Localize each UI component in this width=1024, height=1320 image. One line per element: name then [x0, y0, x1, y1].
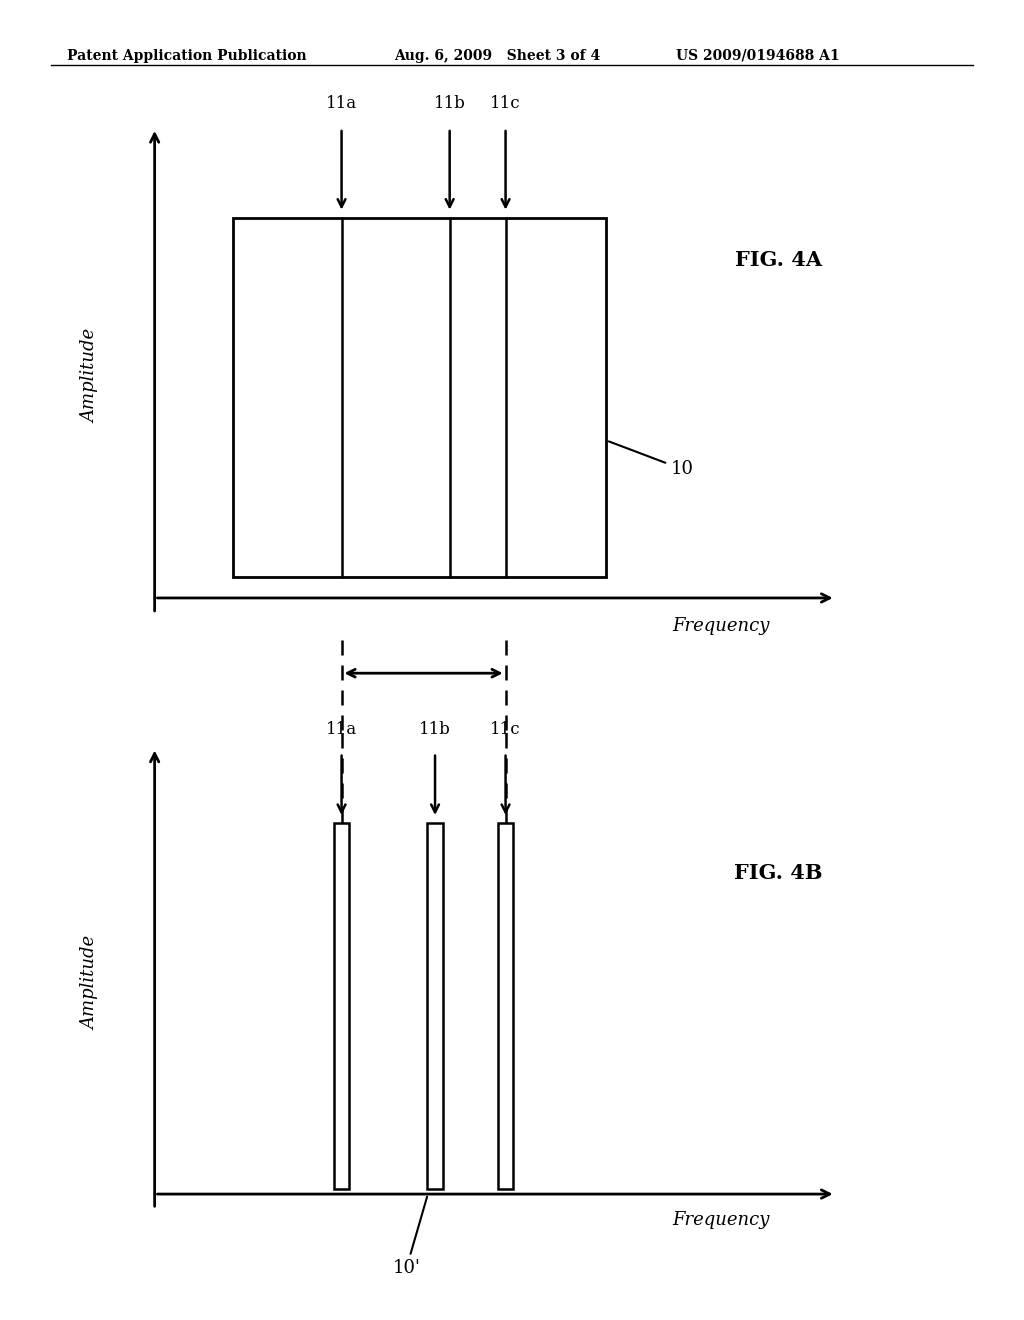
- Text: Frequency: Frequency: [672, 1212, 770, 1229]
- Bar: [427, 822, 443, 1189]
- Text: Frequency: Frequency: [672, 616, 770, 635]
- Text: FIG. 4B: FIG. 4B: [734, 863, 822, 883]
- Bar: [498, 822, 513, 1189]
- Bar: [334, 822, 349, 1189]
- Text: 10: 10: [609, 441, 693, 478]
- Text: 11a: 11a: [326, 95, 357, 112]
- Text: 11c: 11c: [490, 721, 521, 738]
- Text: FIG. 4A: FIG. 4A: [734, 249, 822, 271]
- Text: Aug. 6, 2009   Sheet 3 of 4: Aug. 6, 2009 Sheet 3 of 4: [394, 49, 600, 63]
- Bar: [233, 218, 606, 577]
- Text: 10': 10': [392, 1197, 427, 1278]
- Text: 11a: 11a: [326, 721, 357, 738]
- Text: Patent Application Publication: Patent Application Publication: [67, 49, 306, 63]
- Text: 11b: 11b: [419, 721, 451, 738]
- Text: 11b: 11b: [434, 95, 466, 112]
- Text: 11c: 11c: [490, 95, 521, 112]
- Text: Amplitude: Amplitude: [81, 936, 99, 1031]
- Text: Amplitude: Amplitude: [81, 329, 99, 424]
- Text: US 2009/0194688 A1: US 2009/0194688 A1: [676, 49, 840, 63]
